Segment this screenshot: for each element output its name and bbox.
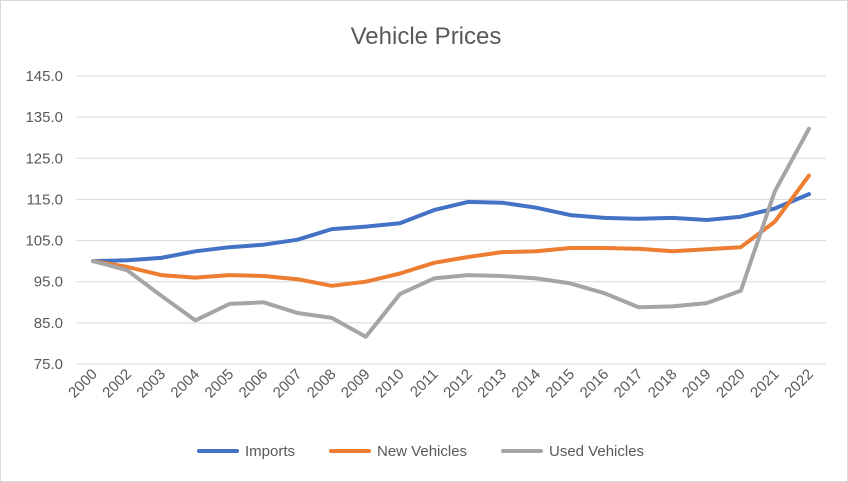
legend: Imports New Vehicles Used Vehicles: [197, 443, 644, 460]
x-tick-label: 2000: [65, 366, 101, 402]
x-tick-label: 2017: [611, 366, 647, 402]
series-line-used-vehicles: [91, 126, 811, 339]
x-tick-label: 2002: [99, 366, 135, 402]
y-axis-ticks: 75.0 85.0 95.0 105.0 115.0 125.0 135.0 145.0: [25, 68, 63, 373]
y-tick-label: 105.0: [25, 233, 63, 250]
y-tick-label: 125.0: [25, 150, 63, 167]
series-line-imports: [91, 192, 811, 264]
y-tick-label: 75.0: [34, 356, 63, 373]
y-tick-label: 145.0: [25, 68, 63, 85]
series-line-new-vehicles: [91, 173, 811, 288]
x-tick-label: 2012: [440, 366, 476, 402]
x-tick-label: 2004: [167, 366, 203, 402]
x-tick-label: 2020: [713, 366, 749, 402]
x-axis-ticks: 2000200220032004200520062007200820092010…: [65, 366, 817, 402]
x-tick-label: 2008: [304, 366, 340, 402]
x-tick-label: 2022: [781, 366, 817, 402]
x-tick-label: 2015: [543, 366, 579, 402]
chart-title: Vehicle Prices: [351, 23, 502, 50]
x-tick-label: 2007: [270, 366, 306, 402]
y-tick-label: 85.0: [34, 315, 63, 332]
series-lines: [91, 126, 811, 339]
x-tick-label: 2014: [508, 366, 544, 402]
x-tick-label: 2006: [236, 366, 272, 402]
x-tick-label: 2003: [133, 366, 169, 402]
legend-label: Imports: [245, 443, 295, 460]
x-tick-label: 2005: [202, 366, 238, 402]
y-tick-label: 95.0: [34, 274, 63, 291]
x-tick-label: 2013: [474, 366, 510, 402]
x-tick-label: 2021: [747, 366, 783, 402]
legend-label: Used Vehicles: [549, 443, 644, 460]
x-tick-label: 2009: [338, 366, 374, 402]
legend-label: New Vehicles: [377, 443, 467, 460]
y-tick-label: 115.0: [27, 191, 63, 208]
x-tick-label: 2018: [645, 366, 681, 402]
x-tick-label: 2019: [679, 366, 715, 402]
x-tick-label: 2016: [577, 366, 613, 402]
x-tick-label: 2011: [407, 366, 442, 401]
gridlines: [76, 75, 826, 365]
y-tick-label: 135.0: [25, 109, 63, 126]
x-tick-label: 2010: [372, 366, 408, 402]
